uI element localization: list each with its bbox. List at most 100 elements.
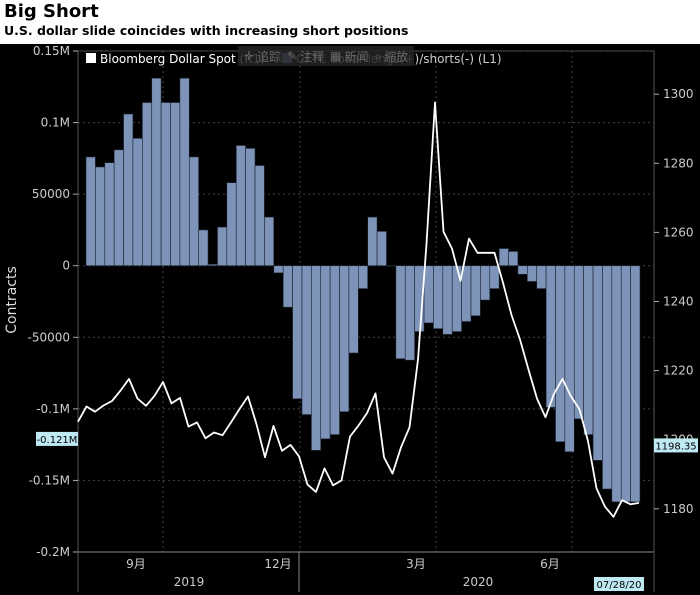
right-tick-label: 1260	[663, 225, 694, 239]
cftc-bar	[273, 265, 284, 274]
cftc-bar	[329, 265, 340, 435]
cftc-bar	[386, 265, 397, 267]
right-tick-label: 1180	[663, 502, 694, 516]
cftc-bar	[592, 265, 603, 461]
x-month-label: 12月	[264, 557, 291, 571]
toolbar-item-label: 注释	[300, 49, 325, 64]
cftc-bar	[198, 229, 209, 267]
cftc-bar	[611, 265, 622, 503]
cftc-bar	[132, 138, 143, 267]
chart-toolbar: ✛ 追踪 ✎ 注释 ▦ 新闻 ⌕ 缩放	[238, 46, 415, 66]
cftc-bar	[583, 265, 594, 435]
left-tick-label: 0	[62, 259, 70, 273]
right-tick-label: 1280	[663, 156, 694, 170]
zoom-icon: ⌕	[374, 48, 382, 63]
last-date-badge	[594, 577, 644, 591]
cftc-bar	[536, 265, 547, 289]
cftc-bar	[320, 265, 331, 440]
left-tick-label: 0.1M	[41, 116, 70, 130]
cftc-bar	[226, 182, 237, 267]
cftc-bar	[160, 102, 171, 267]
toolbar-item-zoom[interactable]: ⌕ 缩放	[375, 48, 409, 65]
cftc-bar	[95, 166, 106, 267]
last-left-label: -0.121M	[37, 435, 78, 446]
cftc-bar	[564, 265, 575, 453]
cftc-bar	[85, 156, 96, 267]
cftc-bar	[170, 102, 181, 267]
left-tick-label: -0.1M	[36, 402, 70, 416]
toolbar-item-pencil[interactable]: ✎ 注释	[287, 48, 324, 65]
legend-swatch-dollar	[86, 53, 96, 63]
cftc-bar	[602, 265, 613, 490]
toolbar-item-news[interactable]: ▦ 新闻	[330, 48, 368, 65]
cftc-bar	[451, 265, 462, 332]
last-right-badge	[654, 438, 698, 453]
cftc-bar	[573, 265, 584, 420]
news-icon: ▦	[330, 49, 342, 63]
cftc-bar	[104, 162, 115, 267]
cftc-bar	[292, 265, 303, 400]
cftc-bar	[348, 265, 359, 354]
chart-title: Big Short	[4, 1, 99, 22]
pencil-icon: ✎	[287, 49, 298, 63]
x-year-label: 2019	[174, 575, 205, 589]
cftc-bar	[207, 263, 218, 267]
x-year-label: 2020	[463, 575, 494, 589]
left-tick-label: 0.15M	[33, 44, 70, 58]
cftc-bar	[498, 248, 509, 267]
cftc-bar	[179, 77, 190, 267]
cftc-bar	[433, 265, 444, 329]
cftc-bar	[461, 265, 472, 322]
x-month-label: 6月	[540, 557, 560, 571]
cftc-bar	[188, 156, 199, 267]
chart-subtitle: U.S. dollar slide coincides with increas…	[4, 23, 409, 38]
cftc-bar	[151, 77, 162, 267]
cftc-bar	[508, 251, 519, 267]
cftc-bar	[395, 265, 406, 360]
cftc-bar	[480, 265, 491, 301]
cftc-bar	[555, 265, 566, 443]
cftc-bar	[254, 165, 265, 267]
right-tick-label: 1300	[663, 87, 694, 101]
cftc-bar	[367, 216, 378, 267]
last-date-label: 07/28/20	[597, 580, 642, 591]
toolbar-item-label: 追踪	[257, 49, 282, 64]
x-month-label: 3月	[406, 557, 426, 571]
cftc-bar	[527, 265, 538, 282]
cftc-bar	[545, 265, 556, 408]
cftc-bar	[630, 265, 641, 503]
dollar-spot-line	[77, 101, 640, 518]
crosshair-icon: ✛	[244, 49, 255, 63]
cftc-bar	[517, 265, 528, 275]
header: Big Short U.S. dollar slide coincides wi…	[0, 0, 700, 44]
chart-area: 0.15M 0.1M 50000 0 -50000 -0.1M -0.15M -0.2M 130…	[4, 44, 698, 592]
cftc-bar	[235, 145, 246, 267]
toolbar-item-label: 新闻	[344, 49, 369, 64]
cftc-bar	[311, 265, 322, 451]
left-tick-label: -0.2M	[36, 545, 70, 559]
cftc-bar	[620, 265, 631, 503]
x-month-label: 9月	[126, 557, 146, 571]
cftc-bar	[442, 265, 453, 335]
cftc-bar	[404, 265, 415, 361]
left-tick-label: -0.15M	[29, 473, 70, 487]
left-tick-label: 50000	[32, 187, 70, 201]
cftc-bar	[423, 265, 434, 324]
last-left-badge	[36, 431, 78, 446]
right-tick-label: 1240	[663, 295, 694, 309]
cftc-bar	[358, 265, 368, 289]
cftc-bar	[339, 265, 350, 413]
toolbar-item-crosshair[interactable]: ✛ 追踪	[244, 48, 281, 65]
cftc-bar	[301, 265, 312, 415]
left-tick-label: -50000	[27, 330, 70, 344]
y-axis-title: Contracts	[4, 266, 20, 334]
cftc-bar	[245, 148, 256, 267]
cftc-bar	[470, 265, 481, 317]
cftc-bar	[376, 231, 387, 267]
cftc-bar	[142, 102, 153, 267]
toolbar-item-label: 缩放	[384, 49, 409, 64]
legend-label-dollar: Bloomberg Dollar Spot (R1)	[100, 52, 265, 66]
last-right-label: 1198.35	[655, 441, 696, 452]
cftc-bar	[123, 113, 134, 267]
right-tick-label: 1220	[663, 364, 694, 378]
